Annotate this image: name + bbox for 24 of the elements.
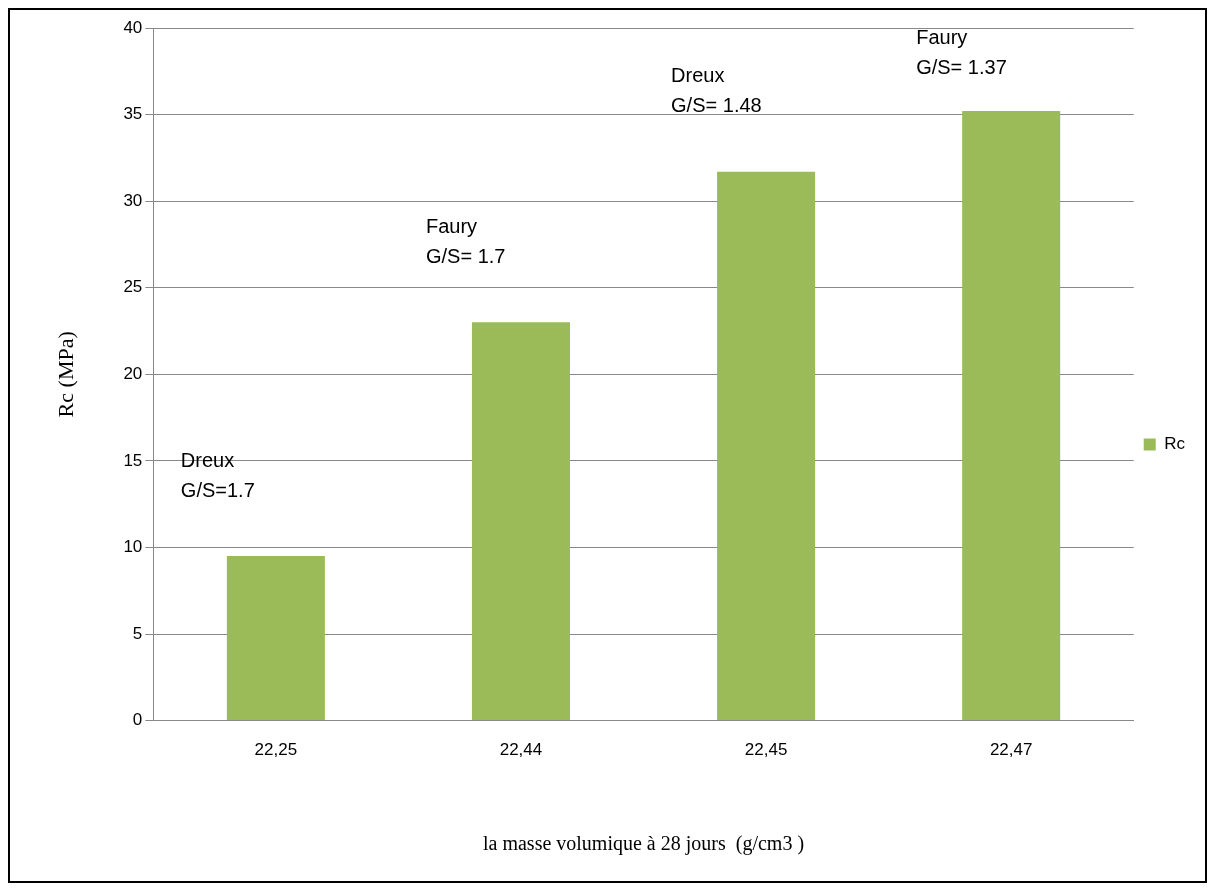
- y-axis-title: Rc (MPa): [52, 331, 78, 418]
- y-tick-label: 20: [123, 363, 143, 383]
- y-tick-label: 0: [132, 710, 143, 730]
- x-axis-title: la masse volumique à 28 jours (g/cm3 ): [482, 832, 805, 856]
- bar: [471, 322, 570, 721]
- legend-label: Rc: [1164, 434, 1186, 454]
- y-tick-label: 30: [123, 190, 143, 210]
- bar: [962, 111, 1061, 721]
- y-tick-label: 25: [123, 277, 143, 297]
- y-tick-label: 10: [123, 537, 143, 557]
- y-tick-label: 40: [123, 17, 143, 37]
- x-tick-label: 22,45: [744, 740, 788, 760]
- annotation: Faury G/S= 1.7: [425, 214, 506, 267]
- y-tick-label: 5: [132, 623, 143, 643]
- annotation: Dreux G/S=1.7: [180, 448, 255, 501]
- annotation: Faury G/S= 1.37: [916, 25, 1007, 78]
- x-tick-label: 22,47: [989, 740, 1033, 760]
- bar: [226, 556, 325, 721]
- y-tick-label: 15: [123, 450, 143, 470]
- y-tick-label: 35: [123, 104, 143, 124]
- x-tick-label: 22,25: [254, 740, 298, 760]
- x-tick-label: 22,44: [499, 740, 543, 760]
- bar: [717, 171, 816, 721]
- annotation: Dreux G/S= 1.48: [671, 64, 762, 117]
